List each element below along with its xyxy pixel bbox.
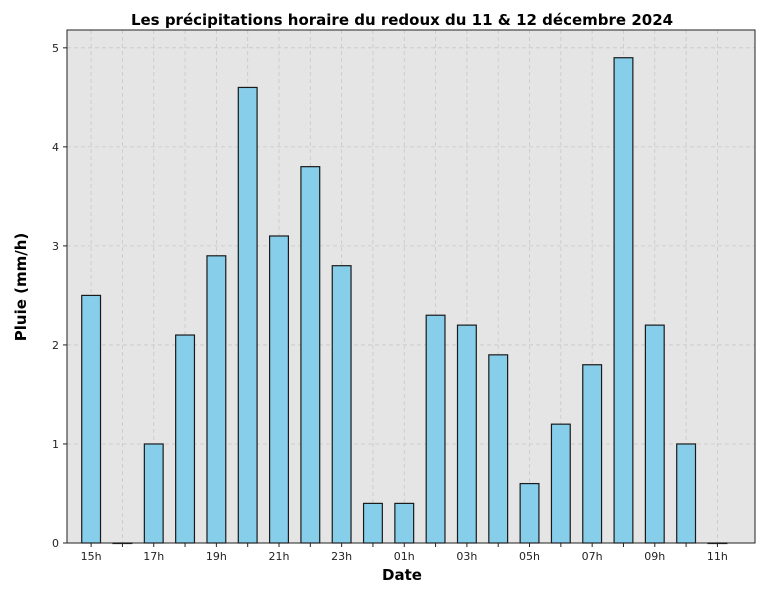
y-tick-label: 4: [52, 141, 59, 154]
bars: [81, 57, 728, 545]
x-tick-label: 11h: [707, 550, 728, 563]
x-tick-label: 21h: [269, 550, 290, 563]
bar-02h: [425, 314, 446, 544]
bar-19h: [206, 255, 227, 544]
x-tick-label: 15h: [81, 550, 102, 563]
y-tick-label: 5: [52, 42, 59, 55]
y-tick-label: 1: [52, 438, 59, 451]
x-tick-label: 03h: [456, 550, 477, 563]
x-tick-label: 07h: [582, 550, 603, 563]
y-axis-ticks: 0 1 2 3 4 5: [52, 42, 67, 550]
bar-20h: [237, 86, 258, 544]
bar-15h: [81, 294, 102, 544]
bar-07h: [582, 364, 603, 544]
x-tick-label: 09h: [644, 550, 665, 563]
x-axis-ticks: 15h 17h 19h 21h 23h 01h 03h 05h 07h 09h 11h: [81, 543, 728, 563]
bar-23h: [331, 265, 352, 544]
bar-08h: [613, 57, 634, 544]
y-tick-label: 0: [52, 537, 59, 550]
bar-18h: [175, 334, 196, 544]
bar-09h: [644, 324, 665, 544]
bar-05h: [519, 482, 540, 544]
x-tick-label: 01h: [394, 550, 415, 563]
bar-01h: [394, 502, 415, 544]
bar-22h: [300, 166, 321, 544]
y-tick-label: 2: [52, 339, 59, 352]
x-tick-label: 05h: [519, 550, 540, 563]
x-tick-label: 23h: [331, 550, 352, 563]
bar-21h: [269, 235, 290, 544]
bar-10h: [676, 443, 697, 544]
bar-03h: [456, 324, 477, 544]
y-tick-label: 3: [52, 240, 59, 253]
bar-06h: [550, 423, 571, 544]
bar-00h: [362, 502, 383, 544]
bar-17h: [143, 443, 164, 544]
y-axis-label: Pluie (mm/h): [12, 233, 30, 341]
x-tick-label: 19h: [206, 550, 227, 563]
x-tick-label: 17h: [143, 550, 164, 563]
x-axis-label: Date: [382, 566, 422, 584]
plot-frame: [66, 29, 756, 544]
bar-04h: [488, 354, 509, 544]
chart-title: Les précipitations horaire du redoux du …: [131, 11, 673, 29]
